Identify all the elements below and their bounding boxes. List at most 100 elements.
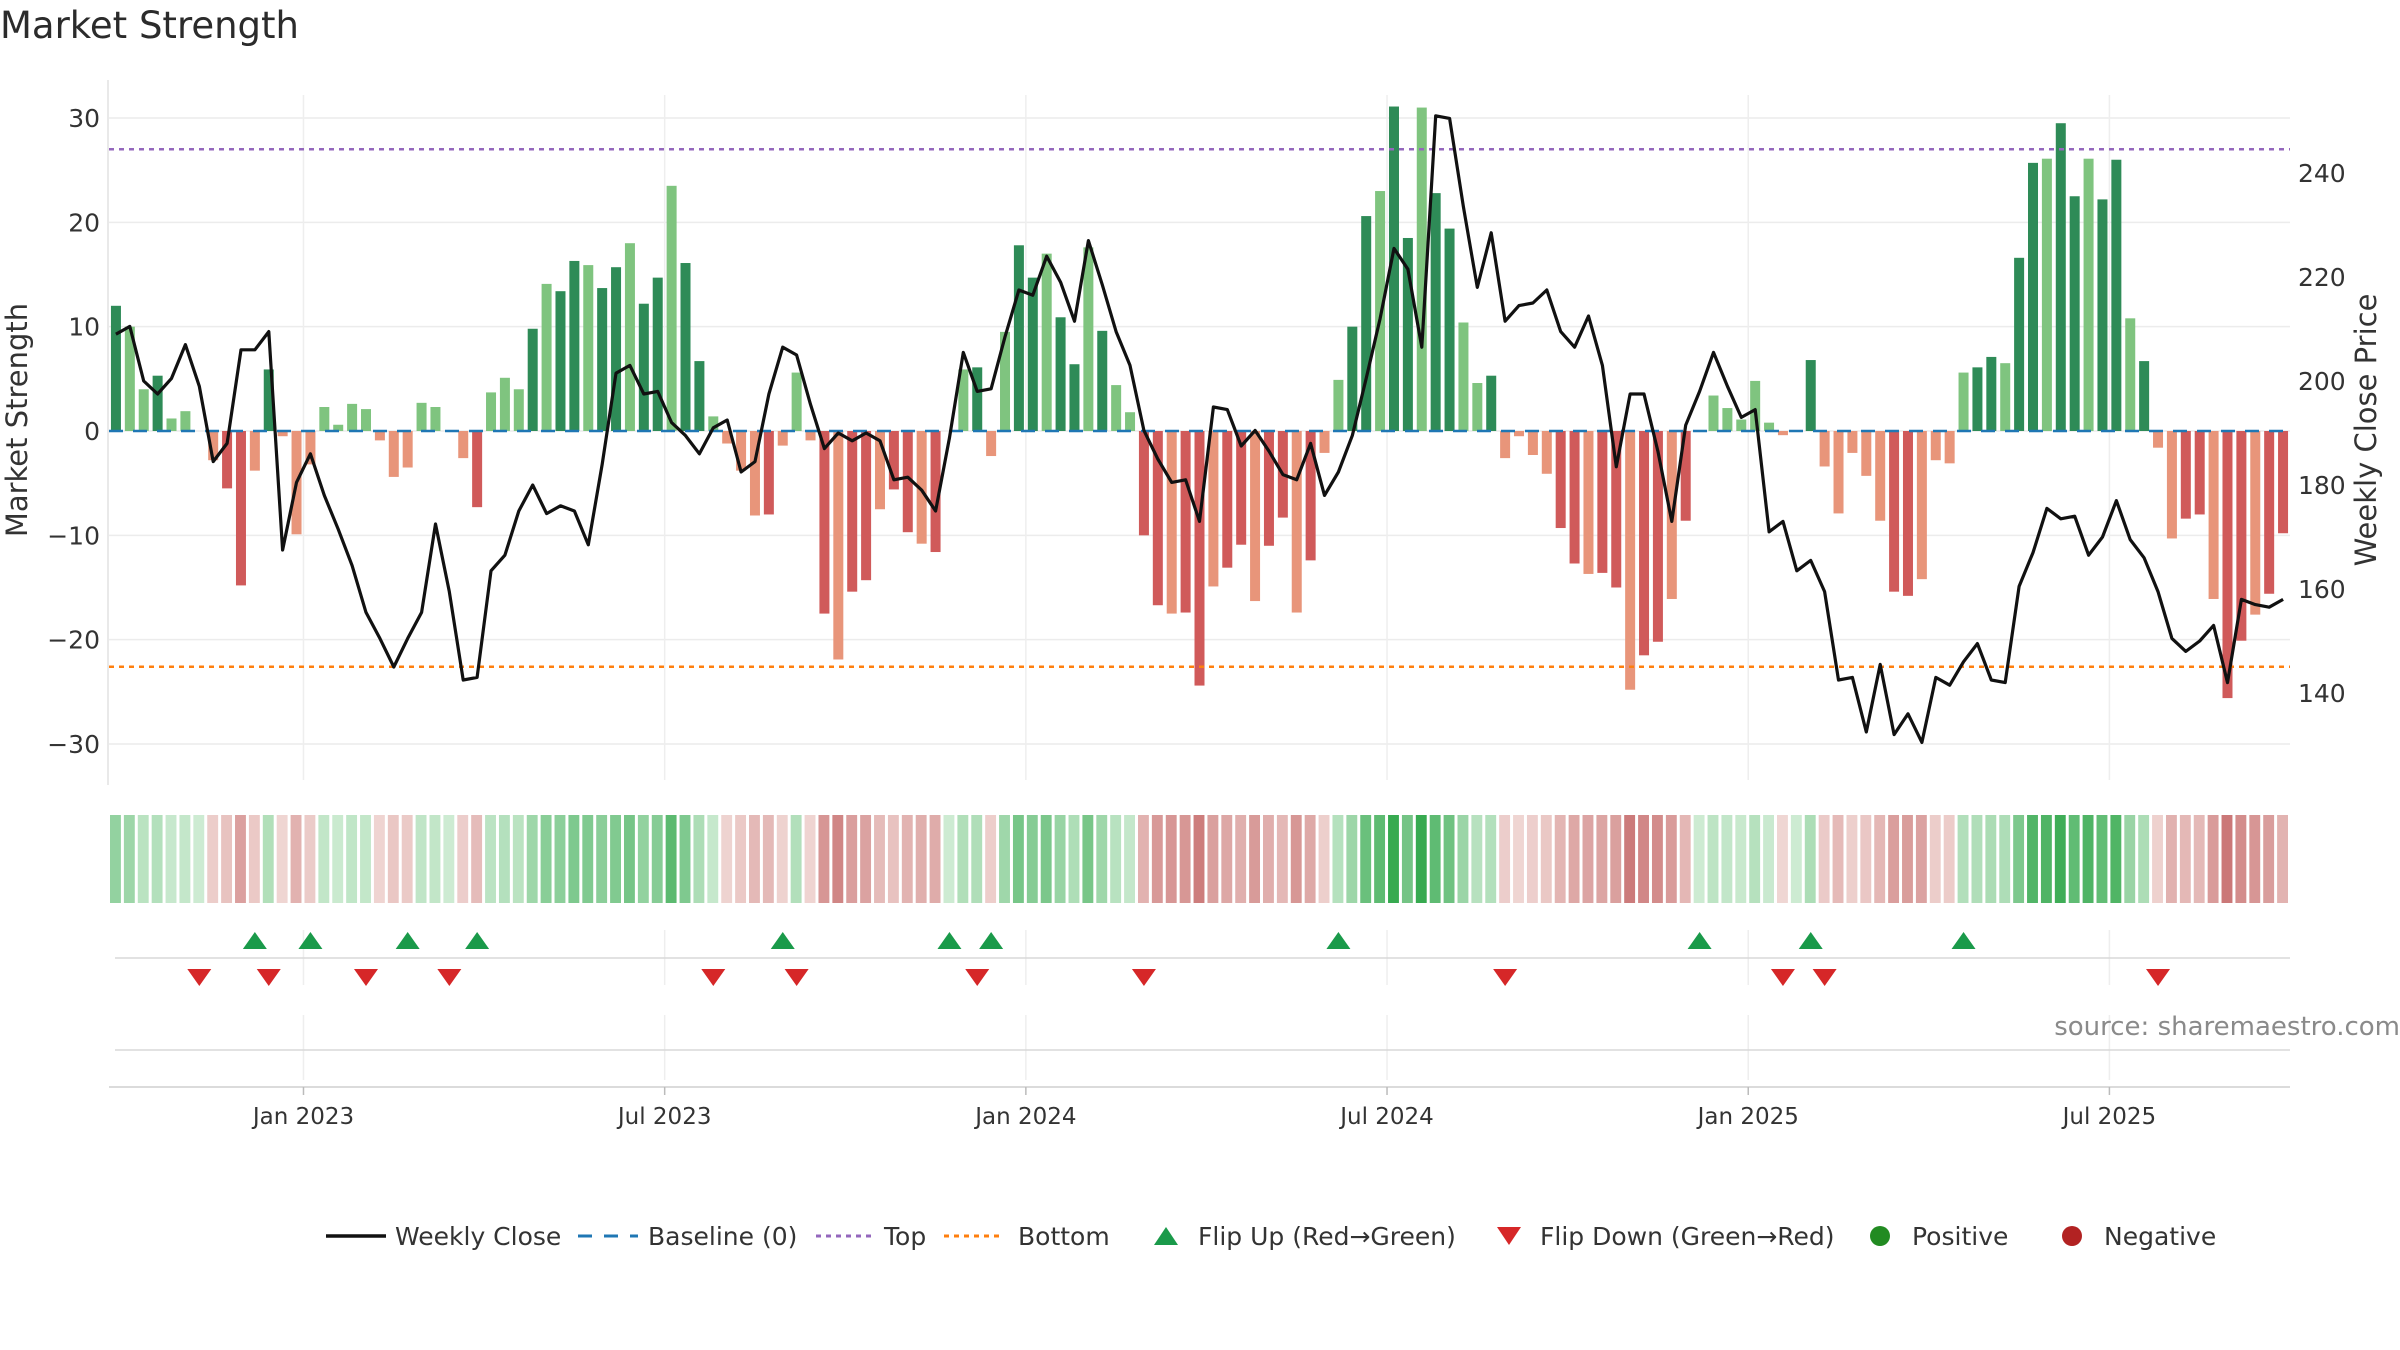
heat-cell [2110,815,2122,903]
heat-cell [568,815,580,903]
heat-cell [151,815,163,903]
heat-cell [735,815,747,903]
heat-cell [2221,815,2233,903]
y-tick-label: 30 [68,104,100,133]
strength-bar [1361,216,1372,431]
heat-cell [1249,815,1261,903]
strength-bar [555,291,566,431]
strength-bar [666,185,677,431]
heat-cell [693,815,705,903]
flip-up-marker [465,932,490,949]
legend-label: Positive [1912,1222,2008,1251]
strength-bar [1569,431,1580,564]
heat-cell [1263,815,1274,903]
strength-bar [1486,375,1497,431]
strength-bar [874,431,885,510]
strength-bar [1111,385,1122,431]
heat-cell [1137,815,1149,903]
strength-bar [1263,431,1274,546]
flip-markers-panel [115,932,2290,1051]
strength-bar [1889,431,1900,592]
heat-cell [360,815,371,903]
heat-cell [1443,815,1455,903]
heat-cell [1235,815,1247,903]
heat-cell [1513,815,1524,903]
strength-bar [680,263,691,431]
strength-bar [1611,431,1622,588]
flip-down-marker [256,969,281,986]
strength-bar [569,260,580,431]
strength-bar [1166,431,1177,614]
heat-cell [2124,815,2136,903]
heat-cell [207,815,219,903]
strength-bar [2097,199,2108,431]
flip-down-marker [1131,969,1156,986]
y2-tick-label: 180 [2298,471,2346,500]
heat-cell [818,815,830,903]
heat-cell [429,815,441,903]
heat-cell [1610,815,1622,903]
source-attribution: source: sharemaestro.com [2054,1012,2400,1042]
strength-bar [2166,431,2177,539]
strength-bar [1805,360,1816,431]
flip-down-marker [965,969,990,986]
strength-bar [1027,277,1038,431]
heat-cell [846,815,858,903]
legend-label: Flip Down (Green→Red) [1540,1222,1835,1251]
flip-down-marker [1493,969,1518,986]
heat-cell [1832,815,1844,903]
heat-cell [1749,815,1761,903]
heat-cell [651,815,663,903]
heat-cell [1276,815,1288,903]
heat-cell [707,815,719,903]
flip-up-marker [395,932,420,949]
heat-cell [1763,815,1775,903]
legend-item: Flip Down (Green→Red) [1497,1222,1835,1251]
heat-cell [1582,815,1594,903]
strength-bar [472,431,483,508]
strength-bar [1541,431,1552,474]
strength-bar [833,431,844,660]
strength-bar [1041,253,1052,431]
heat-cell [1638,815,1649,903]
legend-label: Top [883,1222,926,1251]
strength-bar [2278,431,2289,534]
strength-bar [2153,431,2164,448]
heat-cell [1860,815,1872,903]
strength-bar [2250,431,2261,615]
heat-cell [1096,815,1108,903]
legend-item: Weekly Close [326,1222,561,1251]
heat-cell [985,815,997,903]
strength-bar [1000,331,1011,431]
heat-cell [874,815,885,903]
heat-cell [1915,815,1927,903]
heat-cell [1902,815,1913,903]
strength-bar [263,369,274,431]
heat-cell [1207,815,1219,903]
strength-bar [624,243,635,431]
strength-bar [360,409,371,431]
heat-cell [1415,815,1427,903]
grid-layer [107,80,2290,1080]
heat-cell [1540,815,1552,903]
heat-cell [221,815,233,903]
strength-bar [1250,431,1261,602]
heat-cell [804,815,816,903]
heat-cell [2068,815,2080,903]
strength-bar [347,403,358,431]
y-tick-label: 10 [68,313,100,342]
strength-bar [2014,257,2025,431]
heat-cell [929,815,941,903]
strength-bar [1972,367,1983,431]
heat-cell [2165,815,2177,903]
heat-cell [1804,815,1816,903]
legend-item: Baseline (0) [578,1222,797,1251]
heat-cell [498,815,510,903]
heat-cell [832,815,844,903]
strength-bar [1083,247,1094,431]
strength-bar [513,389,524,431]
x-tick-label: Jan 2025 [1696,1104,1799,1130]
heat-cell [443,815,455,903]
heat-cell [1526,815,1538,903]
strength-bar [583,265,594,431]
